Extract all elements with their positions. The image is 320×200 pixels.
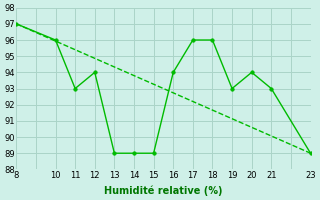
X-axis label: Humidité relative (%): Humidité relative (%): [104, 185, 223, 196]
